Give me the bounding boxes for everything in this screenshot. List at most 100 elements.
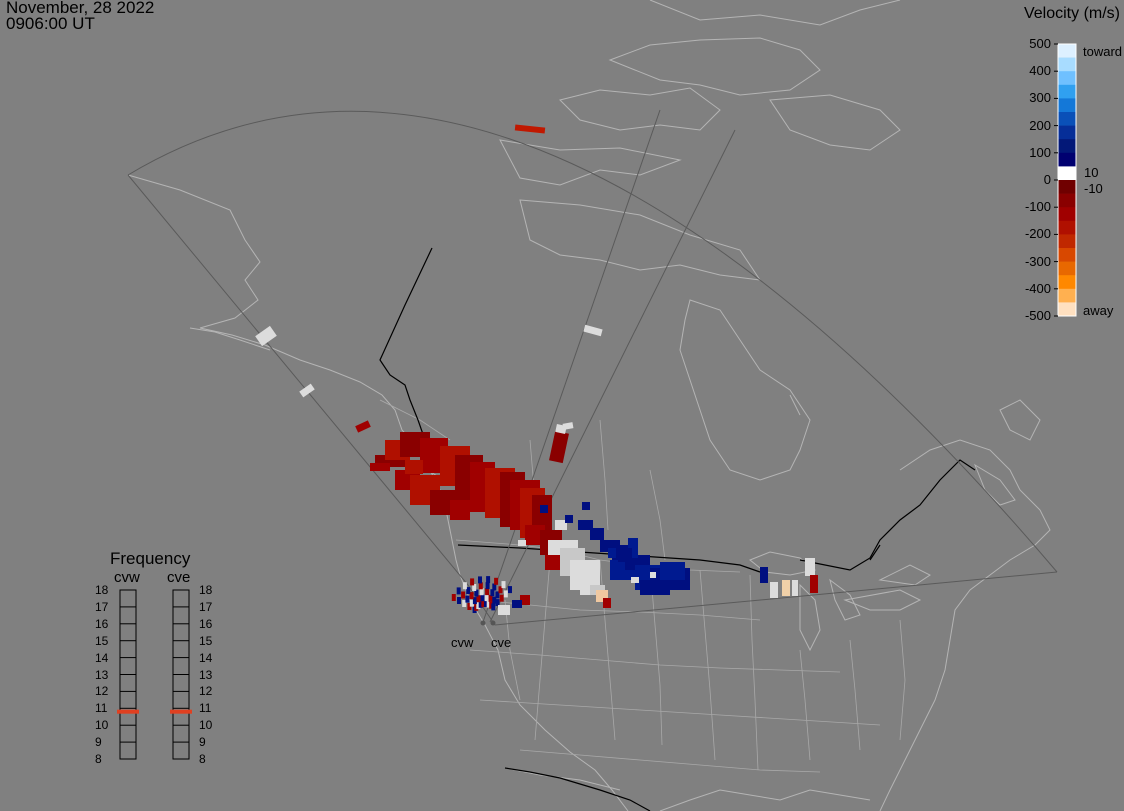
velocity-cell: [484, 600, 488, 607]
freq-station-cve: cve: [167, 569, 191, 586]
velocity-cell: [618, 548, 632, 562]
velocity-cell: [603, 598, 611, 608]
frequency-bars: [117, 589, 192, 760]
inner-neg-label: -10: [1084, 181, 1103, 196]
colorbar-swatch: [1058, 44, 1076, 58]
velocity-cell: [490, 589, 495, 597]
velocity-cell: [555, 424, 567, 434]
velocity-cells: [255, 124, 818, 615]
inner-pos-label: 10: [1084, 165, 1099, 180]
velocity-cell: [760, 567, 768, 583]
velocity-cell: [476, 595, 481, 603]
velocity-cell: [486, 600, 491, 608]
freq-tick-label-right: 16: [199, 616, 213, 631]
velocity-cell: [299, 383, 315, 398]
velocity-cell: [503, 590, 508, 598]
velocity-cell: [608, 548, 616, 558]
velocity-cell: [782, 580, 790, 596]
velocity-colorbar: [1054, 43, 1077, 317]
velocity-cell: [492, 596, 497, 604]
velocity-cell: [469, 599, 474, 607]
colorbar-tick-label: 400: [1029, 63, 1051, 79]
velocity-cell: [501, 581, 506, 589]
colorbar-tick-label: -400: [1024, 280, 1051, 296]
velocity-cell: [476, 602, 481, 610]
frequency-title: Frequency: [110, 549, 191, 568]
toward-label: toward: [1083, 44, 1123, 59]
freq-tick-label-left: 8: [95, 752, 102, 766]
cve-site-marker: [490, 620, 496, 626]
velocity-cell: [498, 605, 510, 615]
velocity-cell: [492, 583, 497, 591]
colorbar-swatch: [1058, 261, 1076, 276]
velocity-cell: [465, 595, 470, 603]
freq-marker-cve: [170, 709, 192, 714]
colorbar-swatch: [1058, 152, 1076, 167]
colorbar-swatch: [1058, 71, 1076, 86]
freq-tick-label-left: 10: [95, 718, 109, 733]
freq-marker-cvw: [117, 709, 139, 714]
freq-station-cvw: cvw: [114, 569, 140, 586]
velocity-cell: [810, 575, 818, 593]
date-label: November, 28 2022: [6, 0, 155, 17]
velocity-cell: [518, 540, 526, 546]
colorbar-tick-label: 100: [1029, 144, 1051, 160]
colorbar-swatch: [1058, 248, 1076, 262]
velocity-cell: [484, 594, 489, 602]
velocity-cell: [456, 587, 461, 595]
colorbar-swatch: [1058, 139, 1076, 154]
velocity-cell: [478, 600, 483, 608]
colorbar-tick-label: 0: [1043, 172, 1051, 187]
velocity-cell: [470, 578, 475, 586]
velocity-cell: [582, 502, 590, 510]
velocity-cell: [792, 580, 798, 596]
velocity-cell: [578, 520, 593, 530]
velocity-cell: [462, 600, 467, 607]
velocity-cell: [451, 594, 456, 601]
freq-tick-label-left: 15: [95, 633, 109, 648]
velocity-cell: [472, 597, 477, 605]
colorbar-tick-label: -500: [1024, 308, 1051, 323]
velocity-cell: [478, 576, 482, 584]
velocity-cell: [488, 594, 493, 602]
velocity-cell: [631, 577, 639, 583]
velocity-cell: [540, 505, 548, 513]
velocity-cell: [545, 555, 560, 570]
freq-tick-label-right: 17: [199, 599, 213, 614]
velocity-cell: [565, 515, 573, 523]
velocity-cell: [469, 592, 474, 600]
velocity-cell: [495, 591, 500, 599]
velocity-cell: [472, 584, 477, 591]
velocity-cell: [650, 572, 656, 578]
velocity-cell: [628, 538, 638, 558]
velocity-cell: [491, 603, 496, 611]
colorbar-swatch: [1058, 234, 1076, 249]
freq-tick-label-left: 13: [95, 667, 109, 682]
cvw-site-marker: [480, 620, 486, 626]
colorbar-swatch: [1058, 180, 1076, 194]
colorbar-swatch: [1058, 125, 1076, 140]
colorbar-swatch: [1058, 220, 1076, 235]
station-label-cve: cve: [491, 635, 512, 650]
velocity-cell: [486, 576, 491, 584]
freq-tick-label-left: 14: [95, 650, 109, 665]
velocity-cell: [462, 582, 467, 590]
colorbar-swatch: [1058, 166, 1076, 181]
freq-tick-label-right: 15: [199, 633, 213, 648]
velocity-cell: [494, 577, 499, 585]
colorbar-tick-label: -300: [1024, 253, 1051, 269]
freq-tick-label-right: 13: [199, 667, 213, 682]
velocity-cell: [461, 591, 466, 599]
colorbar-swatch: [1058, 302, 1076, 317]
velocity-cell: [498, 586, 503, 594]
velocity-cell: [481, 600, 486, 608]
velocity-cell: [499, 594, 504, 602]
velocity-cell: [478, 582, 483, 590]
freq-tick-label-right: 18: [199, 583, 213, 597]
colorbar-tick-label: 300: [1029, 90, 1051, 106]
velocity-cell: [466, 587, 471, 595]
freq-tick-label-right: 9: [199, 735, 206, 750]
freq-tick-label-right: 14: [199, 650, 213, 665]
borders: [379, 247, 976, 811]
